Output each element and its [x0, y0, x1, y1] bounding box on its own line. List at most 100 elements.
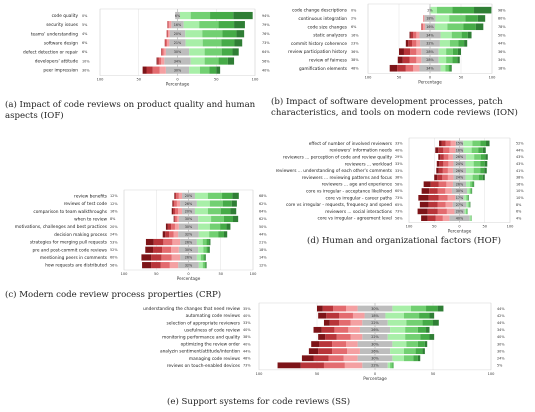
bar-segment-positive — [221, 39, 235, 47]
bar-segment-negative — [409, 31, 411, 39]
neutral-percent-label: 18% — [426, 17, 434, 21]
bar-segment-negative — [438, 147, 444, 153]
bar-segment-positive — [202, 238, 207, 246]
bar-segment-negative — [318, 312, 327, 319]
bar-segment-negative — [313, 326, 322, 333]
bar-segment-negative — [146, 66, 153, 74]
bar-segment-neutral — [420, 40, 440, 47]
x-tick-label: 50 — [214, 78, 219, 82]
left-percent-label: 53% — [110, 240, 118, 244]
neutral-percent-label: 34% — [426, 66, 434, 70]
right-percent-label: 44% — [497, 307, 505, 311]
bar-segment-neutral — [178, 215, 199, 223]
bar-segment-positive — [392, 305, 411, 312]
bar-segment-negative — [142, 66, 147, 74]
bar-segment-negative — [151, 262, 161, 269]
bar-segment-positive — [206, 238, 210, 246]
bar-segment-positive — [478, 174, 483, 181]
neutral-percent-label: 28% — [426, 50, 434, 54]
bar-segment-positive — [467, 195, 469, 201]
left-percent-label: 33% — [395, 142, 403, 146]
row-label: reviewers ... reviewing patterns and foc… — [302, 175, 393, 181]
bar-segment-positive — [231, 200, 237, 207]
bar-segment-positive — [196, 200, 210, 207]
bar-segment-neutral — [452, 181, 467, 187]
neutral-percent-label: 22% — [371, 364, 379, 368]
row-label: mentioning peers in comments — [40, 255, 108, 261]
bar-segment-negative — [448, 154, 453, 160]
bar-segment-positive — [204, 262, 206, 269]
right-percent-label: 38% — [516, 176, 524, 180]
left-percent-label: 23% — [351, 42, 359, 46]
bar-segment-negative — [173, 200, 175, 207]
bar-segment-positive — [467, 31, 472, 39]
bar-segment-positive — [457, 56, 460, 64]
bar-segment-negative — [323, 362, 345, 369]
bar-segment-neutral — [164, 57, 191, 65]
row-label: motivations, challenges and best practic… — [15, 224, 108, 230]
bar-segment-positive — [387, 334, 406, 340]
row-label: peer impression — [43, 68, 78, 74]
bar-segment-negative — [437, 201, 446, 208]
right-percent-label: 50% — [259, 225, 267, 229]
bar-segment-neutral — [362, 334, 388, 340]
bar-segment-negative — [174, 215, 177, 223]
bar-segment-negative — [417, 208, 428, 215]
neutral-percent-label: 32% — [185, 233, 193, 237]
bar-segment-positive — [209, 231, 219, 238]
bar-segment-positive — [452, 48, 458, 55]
row-label: core vs irregular - requests, frequency … — [286, 202, 392, 208]
bar-segment-negative — [339, 319, 351, 326]
row-label: core vs irregular - agreement level — [318, 216, 393, 222]
left-percent-label: 4% — [82, 32, 88, 36]
bar-segment-negative — [436, 167, 439, 174]
bar-segment-positive — [452, 56, 458, 64]
bar-segment-positive — [206, 246, 209, 253]
x-tick-label: 0 — [187, 272, 190, 276]
bar-segment-neutral — [359, 348, 391, 355]
bar-segment-positive — [461, 31, 468, 39]
bar-segment-negative — [412, 40, 417, 47]
bar-segment-negative — [332, 348, 348, 355]
x-tick-label: 50 — [482, 225, 487, 229]
row-label: code size changes — [308, 24, 348, 30]
bar-segment-negative — [438, 181, 447, 187]
bar-segment-positive — [392, 341, 407, 347]
bar-segment-neutral — [357, 355, 393, 362]
bar-segment-positive — [467, 208, 468, 215]
right-percent-label: 6% — [516, 210, 522, 214]
row-label: selection of appropriate reviewers — [167, 320, 241, 326]
bar-segment-negative — [336, 334, 351, 340]
bar-segment-neutral — [171, 21, 184, 29]
left-percent-label: 8% — [110, 217, 116, 221]
bar-segment-positive — [445, 64, 449, 72]
plot-frame — [367, 3, 493, 74]
bar-segment-neutral — [452, 201, 467, 208]
neutral-percent-label: 16% — [456, 148, 464, 152]
x-tick-label: 0 — [458, 225, 461, 229]
row-label: review participation history — [288, 49, 347, 55]
bar-segment-negative — [173, 231, 179, 238]
bar-segment-positive — [232, 192, 239, 199]
bar-segment-positive — [480, 161, 485, 167]
bar-segment-negative — [319, 341, 333, 347]
neutral-percent-label: 26% — [185, 240, 193, 244]
left-percent-label: 35% — [243, 307, 251, 311]
bar-segment-neutral — [455, 147, 464, 153]
bar-segment-positive — [470, 181, 473, 187]
bar-segment-positive — [465, 15, 478, 22]
bar-segment-positive — [200, 254, 204, 261]
x-tick-label: 100 — [250, 272, 258, 276]
right-percent-label: 14% — [259, 256, 267, 260]
right-percent-label: 30% — [497, 342, 505, 346]
caption-ss: (e) Support systems for code reviews (SS… — [167, 397, 351, 407]
bar-segment-positive — [420, 334, 430, 340]
bar-segment-positive — [209, 66, 217, 74]
bar-segment-negative — [440, 154, 444, 160]
x-tick-label: 100 — [507, 225, 515, 229]
bar-segment-negative — [428, 201, 438, 208]
neutral-percent-label: 34% — [174, 59, 182, 63]
bar-segment-neutral — [169, 39, 186, 47]
bar-segment-negative — [447, 195, 456, 201]
